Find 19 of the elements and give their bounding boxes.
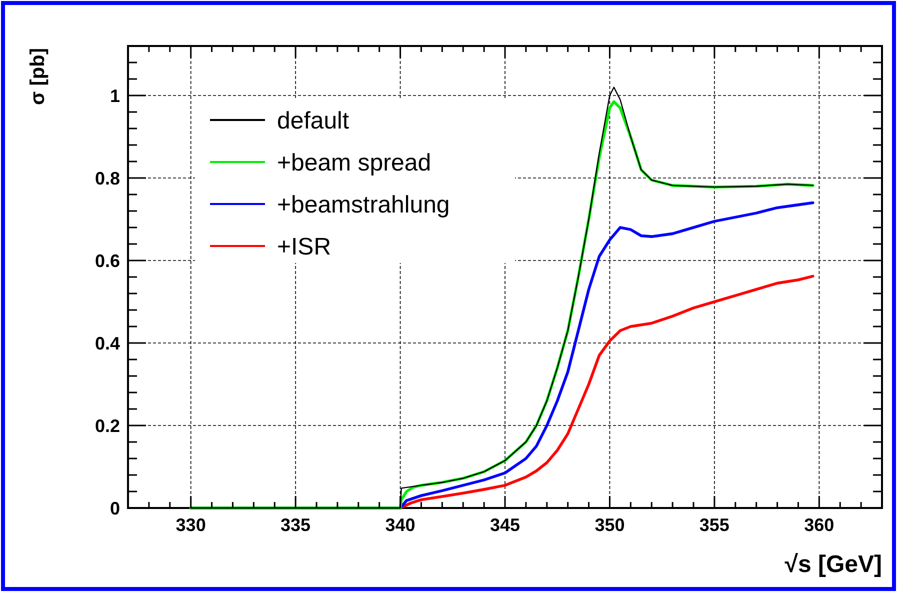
x-tick-label: 345	[490, 515, 520, 535]
legend-label: +ISR	[277, 233, 332, 260]
x-tick-label: 340	[385, 515, 416, 535]
y-tick-label: 0	[110, 498, 120, 518]
x-tick-label: 350	[594, 515, 625, 535]
y-axis-title: σ [pb]	[27, 48, 49, 105]
legend-label: +beamstrahlung	[277, 191, 450, 218]
y-tick-label: 0.8	[94, 168, 120, 188]
x-tick-label: 330	[176, 515, 206, 535]
y-tick-label: 0.6	[94, 250, 120, 271]
y-tick-label: 0.4	[94, 333, 120, 354]
x-tick-label: 355	[699, 515, 730, 535]
y-tick-label: 0.2	[94, 416, 120, 436]
legend-label: +beam spread	[277, 149, 432, 176]
y-tick-label: 1	[110, 86, 120, 106]
x-tick-label: 360	[804, 515, 834, 535]
x-tick-label: 335	[280, 515, 311, 535]
legend-label: default	[277, 107, 350, 134]
x-axis-title: √s [GeV]	[784, 551, 882, 578]
